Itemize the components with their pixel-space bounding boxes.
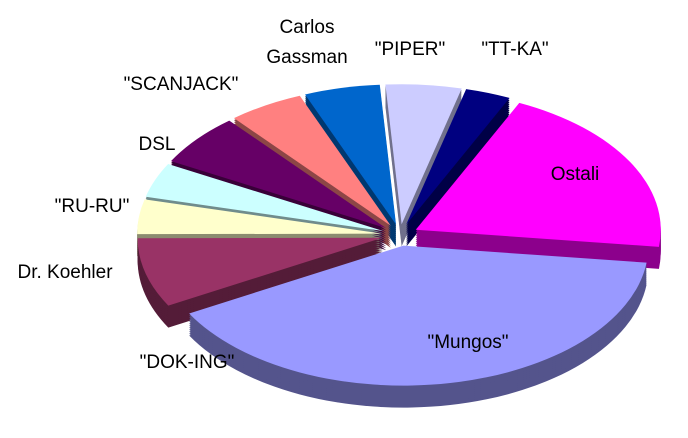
slice-label: "DOK-ING" — [140, 352, 235, 373]
slice — [415, 102, 661, 269]
slice-label: "SCANJACK" — [124, 74, 239, 95]
slice-label: Dr. Koehler — [17, 262, 113, 283]
slice-top — [305, 84, 397, 225]
slice-top — [189, 245, 647, 386]
slice-top — [406, 89, 510, 225]
slice-top — [137, 199, 383, 235]
slice-label: Carlos Gassman — [266, 17, 347, 68]
slice-top — [145, 164, 384, 232]
slice-label: "RU-RU" — [55, 196, 130, 217]
slice-label: Ostali — [551, 164, 600, 185]
slice-top — [170, 120, 387, 229]
slice-top — [415, 102, 661, 247]
slice-top — [137, 237, 383, 306]
label-line: Carlos — [280, 17, 335, 38]
slice-label: "TT-KA" — [481, 39, 548, 60]
slice-label: "Mungos" — [427, 332, 508, 353]
label-line: Gassman — [266, 47, 347, 68]
slice-label: "PIPER" — [375, 39, 446, 60]
slice-top — [385, 84, 462, 225]
slice — [385, 84, 462, 247]
slice-top — [233, 95, 391, 226]
slice — [189, 245, 647, 408]
slice-label: DSL — [139, 134, 176, 155]
